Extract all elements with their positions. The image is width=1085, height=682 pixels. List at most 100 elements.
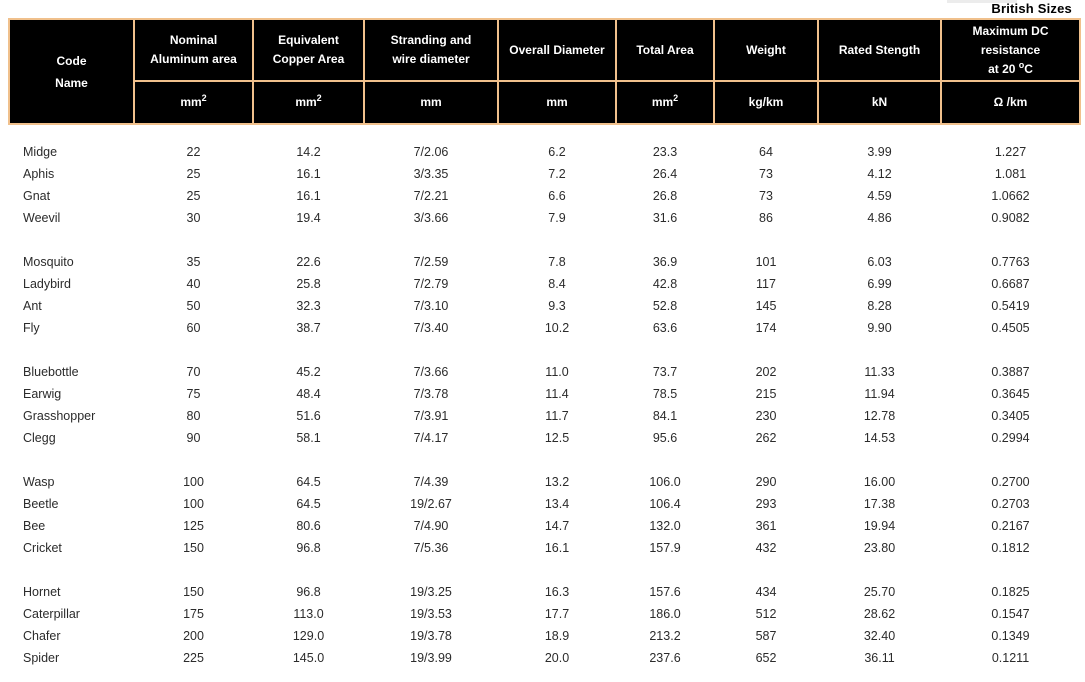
- unit-label: mm: [420, 95, 442, 110]
- cell-total-area: 84.1: [616, 405, 714, 427]
- cell-stranding-and-wire-diameter: 7/2.21: [364, 185, 498, 207]
- unit-label: kg/km: [748, 95, 784, 110]
- cell-stranding-and-wire-diameter: 7/3.91: [364, 405, 498, 427]
- table-row: Weevil 30 19.4 3/3.66 7.9 31.6 86 4.86 0.9082: [9, 207, 1080, 229]
- cell-weight: 73: [714, 185, 818, 207]
- cell-weight: 86: [714, 207, 818, 229]
- cell-code-name: Midge: [9, 141, 134, 163]
- table-row: Aphis 25 16.1 3/3.35 7.2 26.4 73 4.12 1.081: [9, 163, 1080, 185]
- table-row: Ladybird 40 25.8 7/2.79 8.4 42.8 117 6.99 0.6687: [9, 273, 1080, 295]
- cell-overall-diameter: 20.0: [498, 647, 616, 669]
- cell-equivalent-copper-area: 14.2: [253, 141, 364, 163]
- cell-rated-stength: 25.70: [818, 581, 941, 603]
- row-group-spacer: [9, 449, 1080, 471]
- cell-weight: 512: [714, 603, 818, 625]
- cell-maximum-dc-resistance: 1.081: [941, 163, 1080, 185]
- unit-label: mm: [651, 95, 674, 110]
- cell-maximum-dc-resistance: 1.227: [941, 141, 1080, 163]
- cell-nominal-aluminum-area: 75: [134, 383, 253, 405]
- cell-stranding-and-wire-diameter: 7/3.40: [364, 317, 498, 339]
- unit-superscript: 2: [201, 93, 207, 104]
- cell-total-area: 132.0: [616, 515, 714, 537]
- row-group-spacer: [9, 339, 1080, 361]
- cell-nominal-aluminum-area: 175: [134, 603, 253, 625]
- table-row: Spider 225 145.0 19/3.99 20.0 237.6 652 36.11 0.…: [9, 647, 1080, 669]
- cell-code-name: Hornet: [9, 581, 134, 603]
- cell-maximum-dc-resistance: 1.0662: [941, 185, 1080, 207]
- cell-nominal-aluminum-area: 35: [134, 251, 253, 273]
- cell-maximum-dc-resistance: 0.2167: [941, 515, 1080, 537]
- cell-equivalent-copper-area: 25.8: [253, 273, 364, 295]
- cell-weight: 230: [714, 405, 818, 427]
- table-row: Bluebottle 70 45.2 7/3.66 11.0 73.7 202 11.33 0.…: [9, 361, 1080, 383]
- unit-label: mm: [180, 95, 202, 110]
- cell-total-area: 63.6: [616, 317, 714, 339]
- cell-total-area: 237.6: [616, 647, 714, 669]
- col-header-maximum-dc-resistance: Maximum DC resistance at 20 oC: [940, 17, 1081, 83]
- table-row: Wasp 100 64.5 7/4.39 13.2 106.0 290 16.00 0.2700: [9, 471, 1080, 493]
- cell-total-area: 26.8: [616, 185, 714, 207]
- cell-maximum-dc-resistance: 0.2703: [941, 493, 1080, 515]
- cell-weight: 361: [714, 515, 818, 537]
- cell-total-area: 106.4: [616, 493, 714, 515]
- cell-code-name: Chafer: [9, 625, 134, 647]
- header-line: wire diameter: [392, 52, 470, 67]
- cell-equivalent-copper-area: 51.6: [253, 405, 364, 427]
- col-header-weight: Weight: [713, 17, 819, 83]
- header-title-row: Code Name Nominal Aluminum area Equivale…: [8, 17, 1081, 125]
- cell-rated-stength: 11.94: [818, 383, 941, 405]
- cell-maximum-dc-resistance: 0.1349: [941, 625, 1080, 647]
- table-row: Clegg 90 58.1 7/4.17 12.5 95.6 262 14.53 0.2994: [9, 427, 1080, 449]
- cell-code-name: Ant: [9, 295, 134, 317]
- header-line: Total Area: [636, 42, 694, 57]
- cell-overall-diameter: 16.1: [498, 537, 616, 559]
- cell-rated-stength: 12.78: [818, 405, 941, 427]
- unit-nominal-aluminum-area: mm2: [133, 80, 254, 125]
- header-line: Maximum DC: [972, 23, 1049, 38]
- cell-nominal-aluminum-area: 150: [134, 537, 253, 559]
- cell-maximum-dc-resistance: 0.1547: [941, 603, 1080, 625]
- header-line: C: [1024, 61, 1033, 76]
- row-group-spacer: [9, 449, 1080, 471]
- cell-rated-stength: 8.28: [818, 295, 941, 317]
- row-group-spacer: [9, 229, 1080, 251]
- cell-weight: 202: [714, 361, 818, 383]
- table-row: Beetle 100 64.5 19/2.67 13.4 106.4 293 17.38 0.2…: [9, 493, 1080, 515]
- cell-weight: 434: [714, 581, 818, 603]
- cell-code-name: Spider: [9, 647, 134, 669]
- cell-overall-diameter: 18.9: [498, 625, 616, 647]
- cell-stranding-and-wire-diameter: 7/5.36: [364, 537, 498, 559]
- cell-nominal-aluminum-area: 60: [134, 317, 253, 339]
- cell-overall-diameter: 14.7: [498, 515, 616, 537]
- cell-stranding-and-wire-diameter: 19/3.53: [364, 603, 498, 625]
- cell-overall-diameter: 17.7: [498, 603, 616, 625]
- cell-weight: 145: [714, 295, 818, 317]
- cell-maximum-dc-resistance: 0.3405: [941, 405, 1080, 427]
- table-header: Code Name Nominal Aluminum area Equivale…: [8, 17, 1081, 125]
- cell-equivalent-copper-area: 64.5: [253, 493, 364, 515]
- cell-equivalent-copper-area: 19.4: [253, 207, 364, 229]
- cell-total-area: 73.7: [616, 361, 714, 383]
- cell-overall-diameter: 7.9: [498, 207, 616, 229]
- table-row: Gnat 25 16.1 7/2.21 6.6 26.8 73 4.59 1.0662: [9, 185, 1080, 207]
- cell-equivalent-copper-area: 58.1: [253, 427, 364, 449]
- unit-overall-diameter: mm: [497, 80, 617, 125]
- cell-rated-stength: 11.33: [818, 361, 941, 383]
- cell-rated-stength: 17.38: [818, 493, 941, 515]
- cell-rated-stength: 32.40: [818, 625, 941, 647]
- table-row: Fly 60 38.7 7/3.40 10.2 63.6 174 9.90 0.4505: [9, 317, 1080, 339]
- col-header-nominal-aluminum-area: Nominal Aluminum area: [133, 17, 254, 83]
- header-line: Stranding and: [390, 33, 472, 48]
- cell-stranding-and-wire-diameter: 7/2.79: [364, 273, 498, 295]
- cell-equivalent-copper-area: 48.4: [253, 383, 364, 405]
- col-header-stranding-and-wire-diameter: Stranding and wire diameter: [363, 17, 499, 83]
- cell-rated-stength: 6.99: [818, 273, 941, 295]
- cell-overall-diameter: 11.0: [498, 361, 616, 383]
- unit-superscript: 2: [316, 93, 322, 104]
- cell-rated-stength: 14.53: [818, 427, 941, 449]
- cell-overall-diameter: 7.8: [498, 251, 616, 273]
- cell-equivalent-copper-area: 96.8: [253, 537, 364, 559]
- cell-stranding-and-wire-diameter: 19/3.25: [364, 581, 498, 603]
- cell-maximum-dc-resistance: 0.1211: [941, 647, 1080, 669]
- cell-stranding-and-wire-diameter: 7/4.17: [364, 427, 498, 449]
